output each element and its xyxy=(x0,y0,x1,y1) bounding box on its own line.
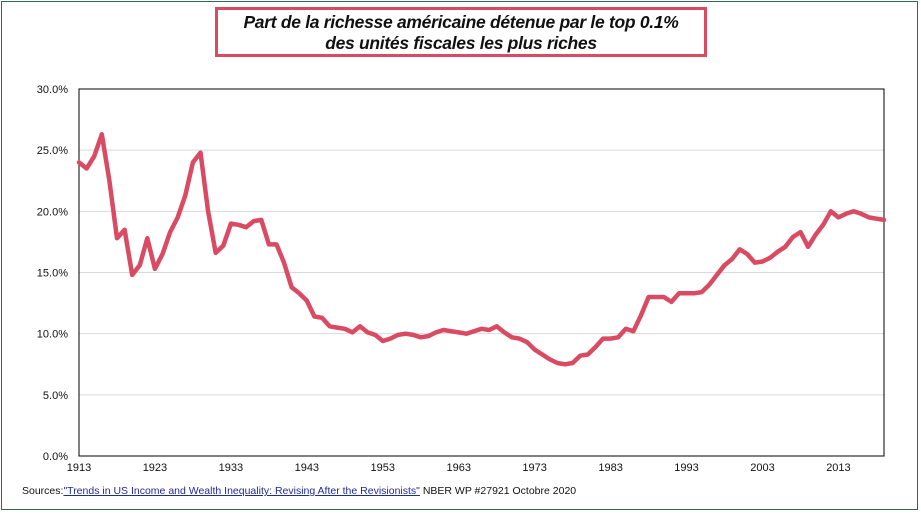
source-prefix: Sources: xyxy=(22,485,64,497)
x-tick-label: 1973 xyxy=(522,462,546,474)
source-suffix: NBER WP #27921 Octobre 2020 xyxy=(419,485,577,497)
y-axis-ticks: 0.0% 5.0% 10.0% 15.0% 20.0% 25.0% 30.0% xyxy=(37,84,68,463)
y-tick-label: 15.0% xyxy=(37,268,68,280)
y-tick-label: 5.0% xyxy=(43,390,68,402)
x-tick-label: 1993 xyxy=(674,462,698,474)
y-tick-label: 25.0% xyxy=(37,145,68,157)
chart-title: Part de la richesse américaine détenue p… xyxy=(215,7,707,57)
x-tick-label: 1963 xyxy=(446,462,470,474)
y-tick-label: 10.0% xyxy=(37,329,68,341)
source-link[interactable]: "Trends in US Income and Wealth Inequali… xyxy=(63,485,420,497)
x-tick-label: 1983 xyxy=(598,462,622,474)
x-tick-label: 2013 xyxy=(826,462,850,474)
x-tick-label: 2003 xyxy=(750,462,774,474)
grid-lines xyxy=(79,149,884,396)
y-tick-label: 30.0% xyxy=(37,84,68,96)
x-tick-label: 1933 xyxy=(219,462,243,474)
x-axis-ticks: 1913 1923 1933 1943 1953 1963 1973 1983 1993 2003… xyxy=(67,462,851,474)
series-line xyxy=(76,132,887,367)
y-tick-label: 0.0% xyxy=(43,451,68,463)
y-tick-label: 20.0% xyxy=(37,206,68,218)
chart-title-line-2: des unités fiscales les plus riches xyxy=(325,33,597,53)
source-note: Sources:"Trends in US Income and Wealth … xyxy=(22,485,576,497)
chart-title-line-1: Part de la richesse américaine détenue p… xyxy=(243,12,679,32)
x-tick-label: 1943 xyxy=(295,462,319,474)
x-tick-label: 1953 xyxy=(371,462,395,474)
x-tick-label: 1923 xyxy=(143,462,167,474)
x-tick-label: 1913 xyxy=(67,462,91,474)
plot-area-border xyxy=(78,88,885,457)
